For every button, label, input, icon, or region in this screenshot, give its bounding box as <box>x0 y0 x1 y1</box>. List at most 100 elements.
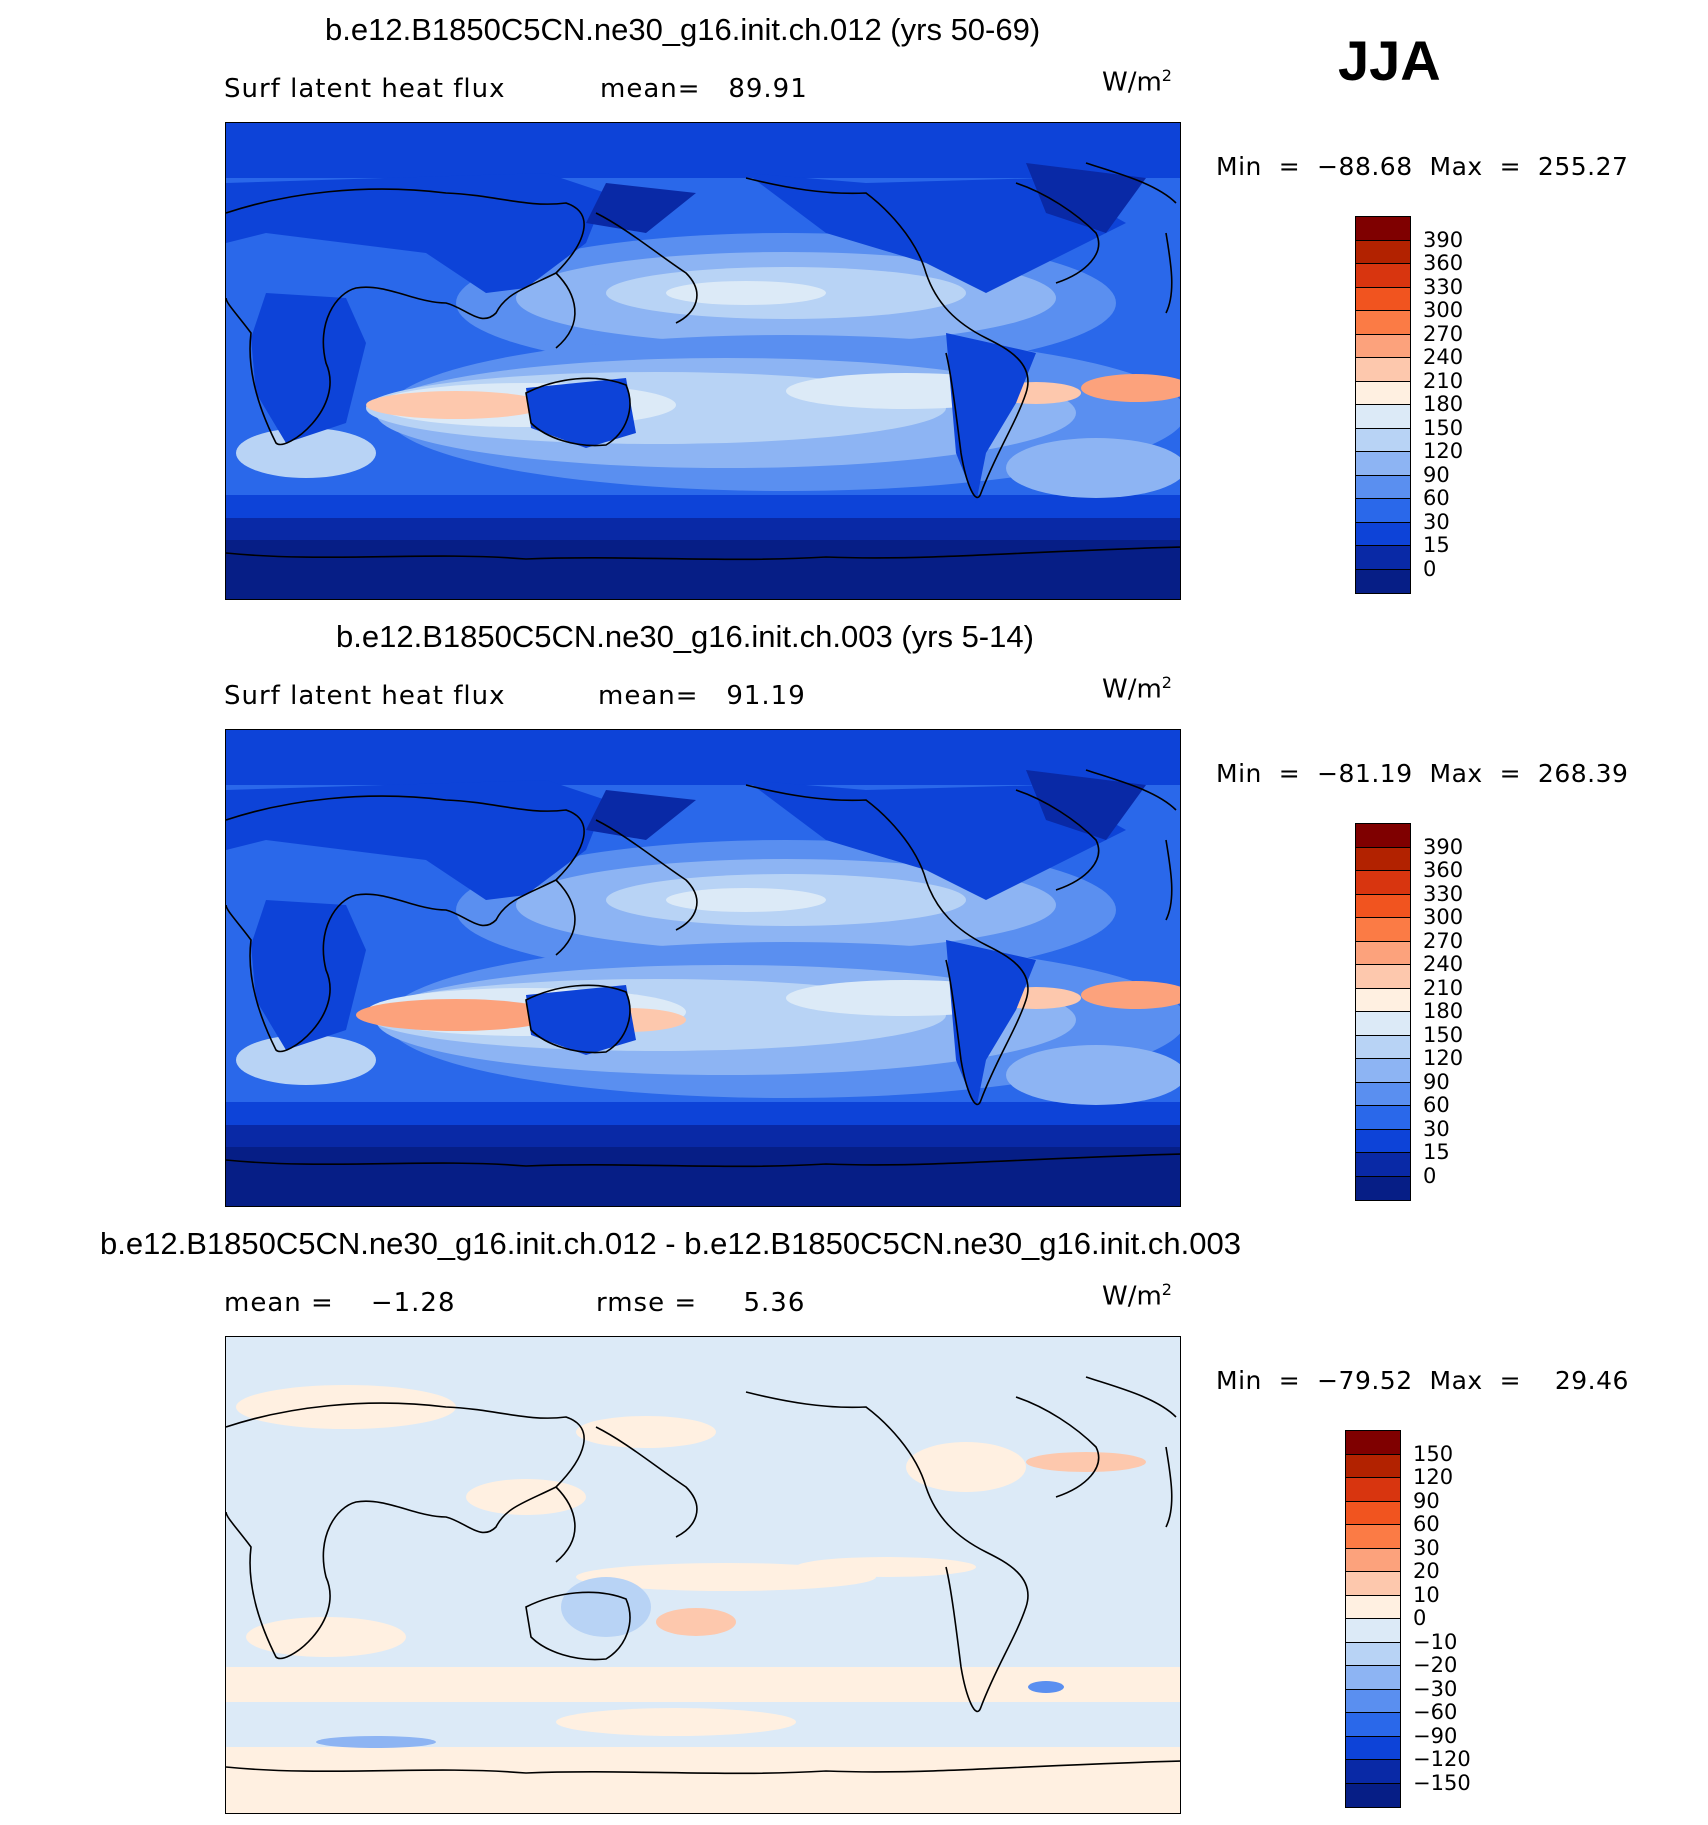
colorbar-tick-label: 0 <box>1423 556 1437 581</box>
colorbar-swatch <box>1356 871 1410 895</box>
colorbar-swatch <box>1346 1454 1400 1478</box>
field-map <box>226 730 1180 1206</box>
colorbar-tick-label: 270 <box>1423 321 1464 346</box>
colorbar-swatch <box>1346 1619 1400 1643</box>
colorbar-swatch <box>1356 847 1410 871</box>
colorbar-tick-label: 270 <box>1423 928 1464 953</box>
colorbar-tick-label: −30 <box>1413 1676 1458 1701</box>
colorbar-swatches <box>1355 216 1411 594</box>
colorbar-swatch <box>1356 988 1410 1012</box>
colorbar-swatch <box>1356 475 1410 499</box>
colorbar-swatch <box>1356 405 1410 429</box>
colorbar-swatch <box>1356 428 1410 452</box>
colorbar-swatch <box>1356 918 1410 942</box>
colorbar-swatch <box>1346 1760 1400 1784</box>
colorbar-tick-label: −20 <box>1413 1653 1458 1677</box>
colorbar-tick-label: 90 <box>1423 1069 1450 1094</box>
colorbar-tick-label: 90 <box>1413 1488 1440 1513</box>
colorbar-swatch <box>1346 1666 1400 1690</box>
colorbar-swatch <box>1356 217 1410 241</box>
colorbar-swatch <box>1346 1783 1400 1807</box>
colorbar-tick-label: 180 <box>1423 999 1464 1023</box>
variable-label: Surf latent heat flux <box>224 74 506 104</box>
colorbar-swatch <box>1356 240 1410 264</box>
colorbar-swatch <box>1356 311 1410 335</box>
colorbar-tick-label: 150 <box>1413 1441 1454 1466</box>
panel-title: b.e12.B1850C5CN.ne30_g16.init.ch.012 (yr… <box>325 12 1041 47</box>
colorbar-tick-label: 0 <box>1413 1606 1427 1630</box>
colorbar-tick-label: 20 <box>1413 1559 1440 1583</box>
colorbar-swatch <box>1356 358 1410 382</box>
colorbar-tick-label: 210 <box>1423 975 1464 1000</box>
colorbar-tick-label: 180 <box>1423 392 1464 416</box>
season-label: JJA <box>1338 29 1441 92</box>
field-map <box>226 123 1180 599</box>
colorbar-tick-label: 60 <box>1423 486 1450 510</box>
colorbar-tick-label: 15 <box>1423 1140 1450 1164</box>
colorbar-tick-label: −90 <box>1413 1723 1458 1748</box>
colorbar-swatch <box>1346 1548 1400 1572</box>
colorbar-swatch <box>1356 824 1410 848</box>
colorbar-swatch <box>1356 546 1410 570</box>
colorbar-tick-label: 90 <box>1423 462 1450 487</box>
colorbar-tick-label: 0 <box>1423 1163 1437 1188</box>
colorbar-swatch <box>1346 1595 1400 1619</box>
colorbar-tick-label: 120 <box>1423 439 1464 463</box>
colorbar-tick-label: 30 <box>1413 1535 1440 1560</box>
colorbar-swatches <box>1345 1430 1401 1808</box>
colorbar-swatch <box>1346 1501 1400 1525</box>
units-label: W/m2 <box>1102 1280 1172 1312</box>
colorbar-swatch <box>1356 965 1410 989</box>
colorbar-tick-label: 300 <box>1423 905 1464 929</box>
colorbar-tick-label: 330 <box>1423 881 1464 906</box>
colorbar: 390 360 330 300 270 240 210 180 150 120 90 60 30 15 0 <box>1355 216 1463 594</box>
colorbar-swatch <box>1356 1129 1410 1153</box>
colorbar-swatch <box>1346 1736 1400 1760</box>
colorbar-swatch <box>1356 941 1410 965</box>
mean-label: mean = −1.28 <box>224 1288 456 1318</box>
colorbar-swatch <box>1356 1176 1410 1200</box>
colorbar-tick-label: 30 <box>1423 509 1450 534</box>
colorbar-swatch <box>1356 1059 1410 1083</box>
panel-title: b.e12.B1850C5CN.ne30_g16.init.ch.012 - b… <box>100 1226 1241 1261</box>
colorbar-swatch <box>1346 1642 1400 1666</box>
colorbar-tick-label: 120 <box>1423 1046 1464 1070</box>
colorbar-tick-label: 210 <box>1423 368 1464 393</box>
units-label: W/m2 <box>1102 66 1172 98</box>
colorbar-swatch <box>1356 264 1410 288</box>
colorbar-tick-label: 240 <box>1423 952 1464 976</box>
colorbar-tick-label: 390 <box>1423 227 1464 252</box>
min-max-label: Min = −88.68 Max = 255.27 <box>1216 152 1629 181</box>
colorbar-tick-label: 240 <box>1423 345 1464 369</box>
colorbar: 390 360 330 300 270 240 210 180 150 120 90 60 30 15 0 <box>1355 823 1463 1201</box>
colorbar-swatch <box>1346 1689 1400 1713</box>
colorbar-tick-label: 60 <box>1423 1093 1450 1117</box>
min-max-label: Min = −79.52 Max = 29.46 <box>1216 1366 1629 1395</box>
colorbar-tick-label: 15 <box>1423 533 1450 557</box>
map-plot <box>225 729 1181 1207</box>
colorbar: 150 120 90 60 30 20 10 0 −10 −20 −30 −60 −90 −120 −150 <box>1345 1430 1471 1808</box>
colorbar-swatch <box>1356 1106 1410 1130</box>
colorbar-tick-label: −120 <box>1413 1747 1471 1771</box>
colorbar-tick-label: 30 <box>1423 1116 1450 1141</box>
variable-label: Surf latent heat flux <box>224 681 506 711</box>
colorbar-tick-label: 360 <box>1423 858 1464 882</box>
colorbar-swatch <box>1346 1572 1400 1596</box>
map-plot <box>225 1336 1181 1814</box>
colorbar-swatches <box>1355 823 1411 1201</box>
mean-label: mean= 89.91 <box>600 74 808 104</box>
colorbar-swatch <box>1356 499 1410 523</box>
colorbar-swatch <box>1356 894 1410 918</box>
colorbar-tick-label: −150 <box>1413 1770 1471 1795</box>
colorbar-swatch <box>1346 1525 1400 1549</box>
colorbar-swatch <box>1356 452 1410 476</box>
rmse-label: rmse = 5.36 <box>596 1288 806 1318</box>
colorbar-swatch <box>1356 1012 1410 1036</box>
colorbar-swatch <box>1356 287 1410 311</box>
colorbar-swatch <box>1356 569 1410 593</box>
panel-title: b.e12.B1850C5CN.ne30_g16.init.ch.003 (yr… <box>336 619 1034 654</box>
colorbar-tick-label: 150 <box>1423 1022 1464 1047</box>
colorbar-swatch <box>1346 1431 1400 1455</box>
colorbar-swatch <box>1356 522 1410 546</box>
colorbar-tick-label: 60 <box>1413 1512 1440 1536</box>
